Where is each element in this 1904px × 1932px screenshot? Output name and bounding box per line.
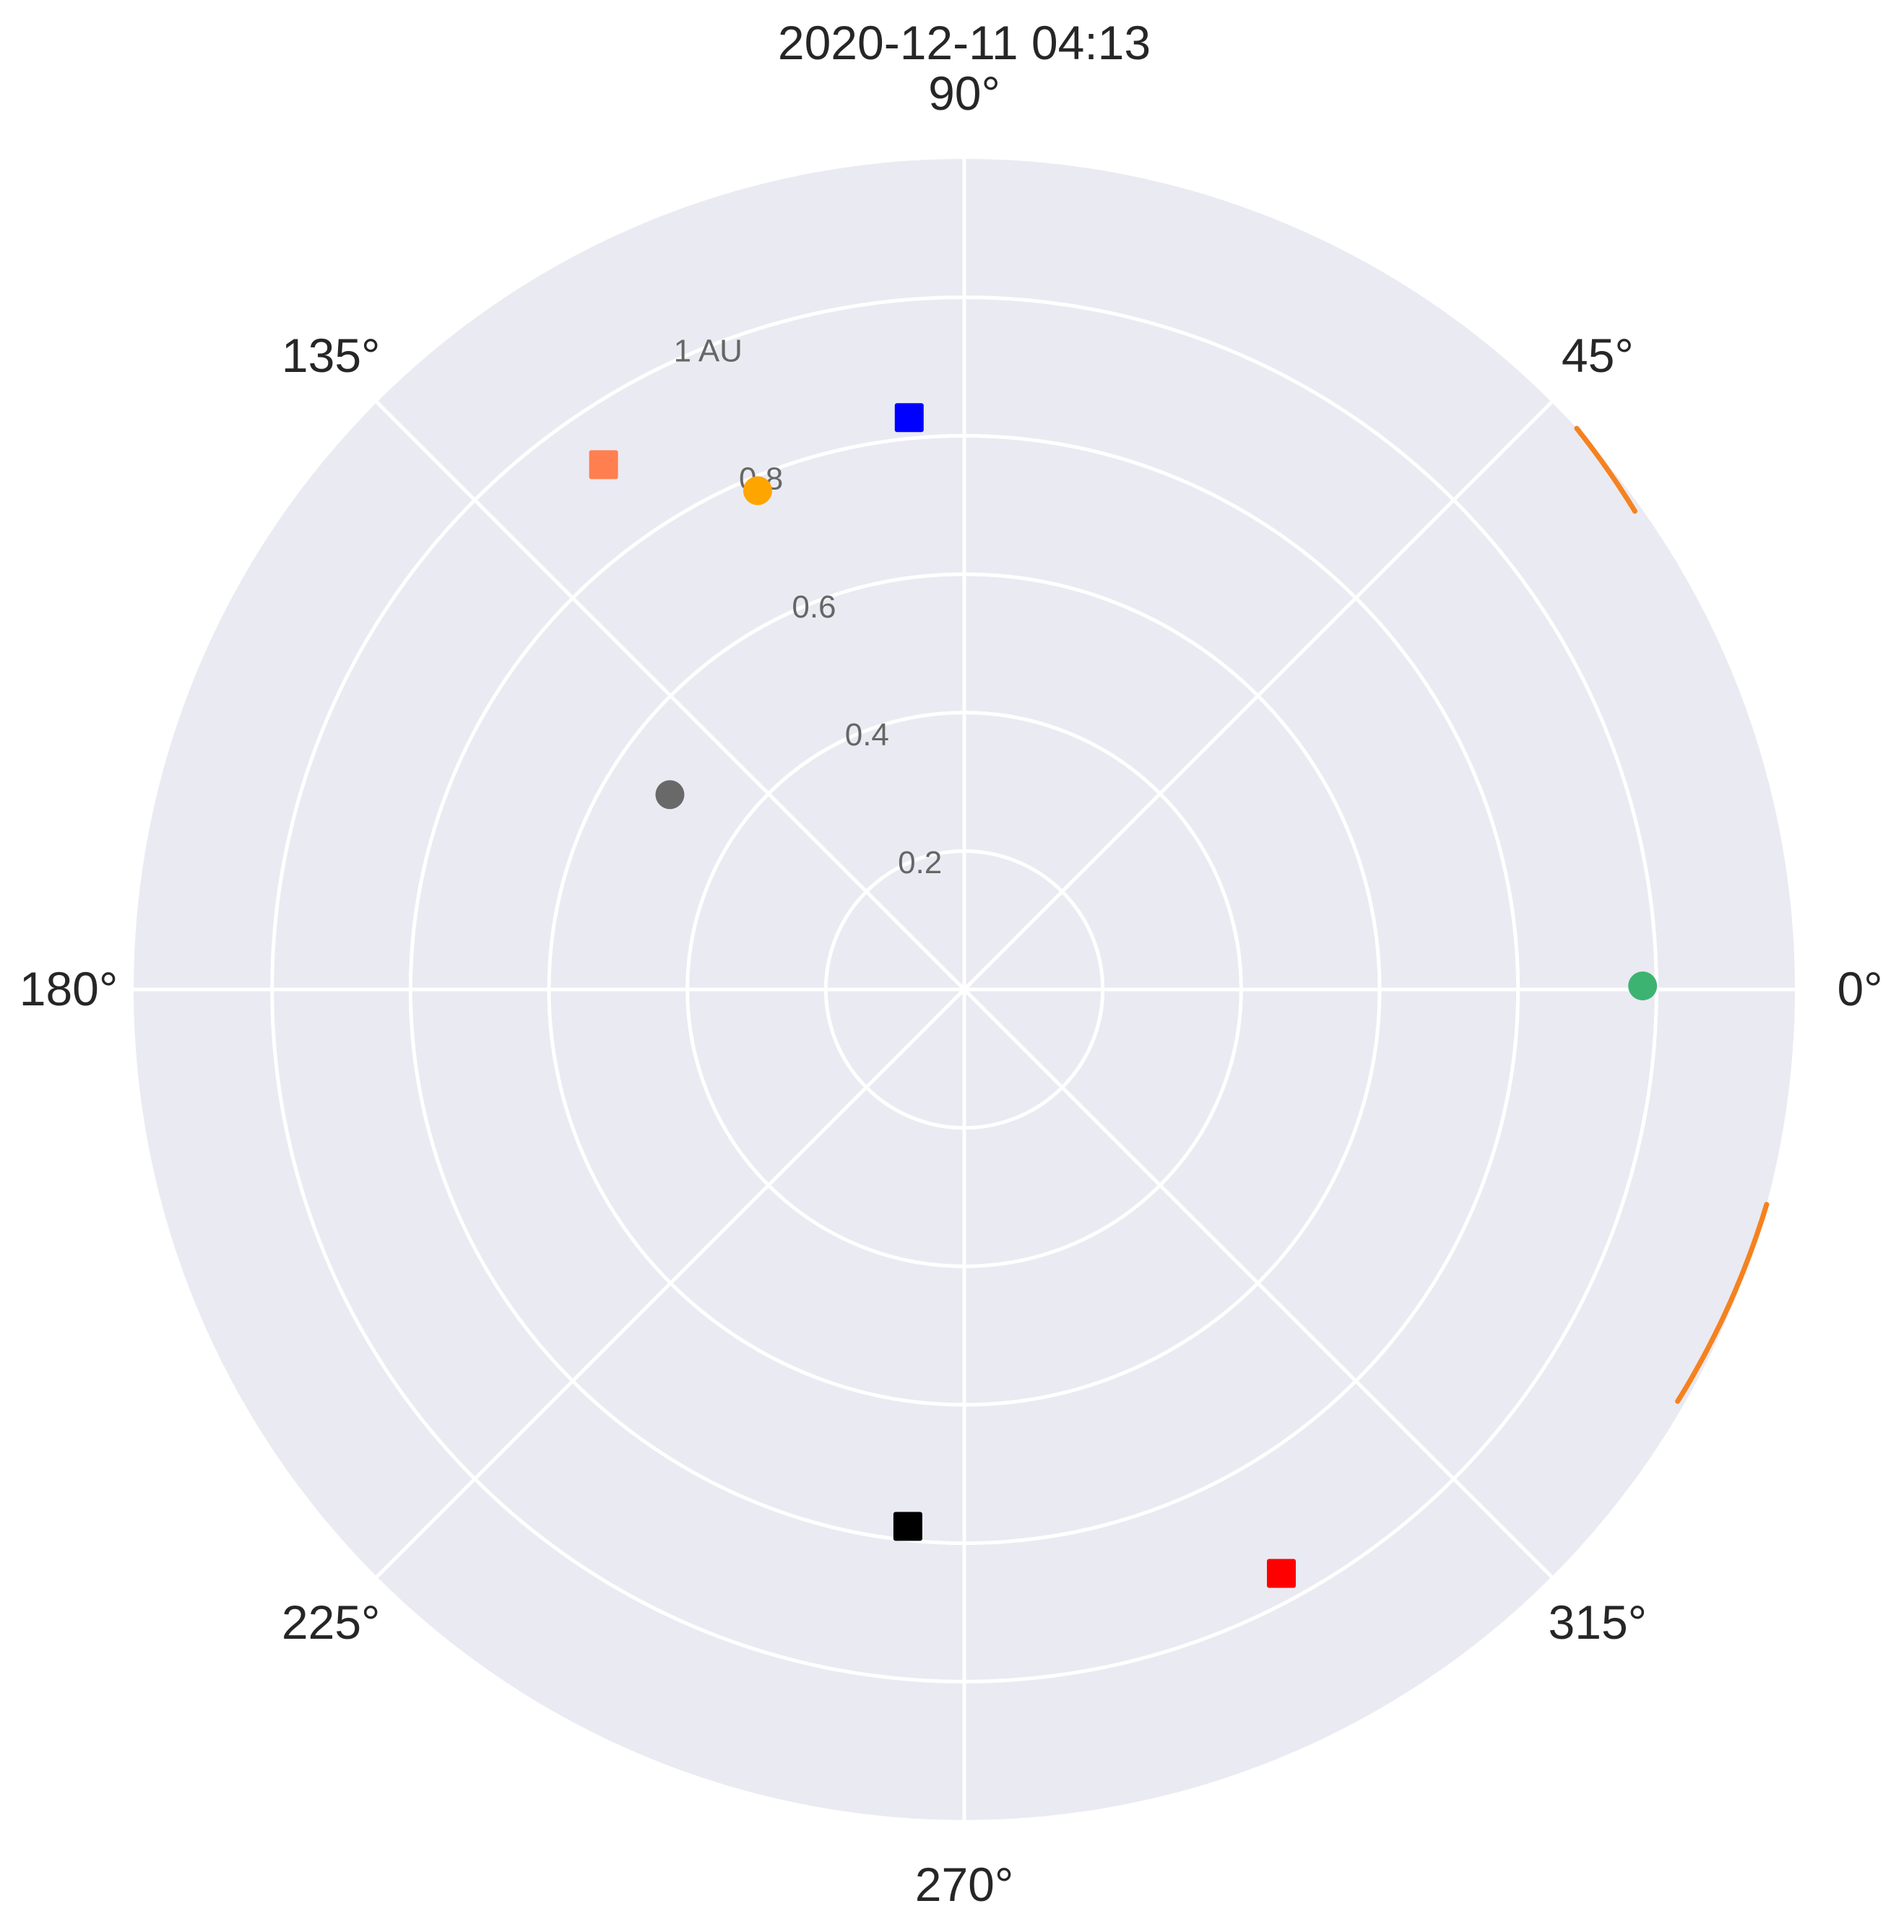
angle-tick-label: 90° [928, 66, 1000, 120]
angle-tick-label: 45° [1562, 329, 1634, 382]
angle-tick-label: 0° [1837, 962, 1882, 1015]
data-point-square [894, 403, 924, 433]
angle-tick-label: 225° [282, 1595, 381, 1649]
angle-tick-label: 270° [915, 1858, 1014, 1911]
chart-title: 2020-12-11 04:13 [778, 16, 1151, 69]
radial-tick-label: 0.4 [845, 717, 889, 753]
data-point-circle [743, 476, 772, 506]
data-point-circle [1628, 971, 1658, 1001]
data-point-square [893, 1512, 922, 1541]
angular-gridline [963, 988, 1553, 1578]
polar-plot-area: 0°45°90°135°180°225°270°315°0.20.40.60.8… [20, 66, 1883, 1911]
radial-tick-label: 0.6 [792, 589, 836, 625]
angular-gridline [376, 988, 966, 1578]
angular-gridline [963, 401, 1553, 991]
data-point-square [1266, 1559, 1296, 1588]
angular-gridline [376, 401, 966, 991]
angle-tick-label: 315° [1549, 1595, 1648, 1649]
angle-tick-label: 180° [20, 962, 118, 1015]
data-point-square [589, 450, 618, 480]
radial-tick-label: 0.2 [898, 845, 942, 880]
orbit-arc [1574, 425, 1637, 514]
angle-tick-label: 135° [282, 329, 381, 382]
data-point-circle [655, 780, 685, 810]
radial-tick-label: 1 AU [674, 334, 743, 369]
orbit-arc [1675, 1202, 1770, 1404]
